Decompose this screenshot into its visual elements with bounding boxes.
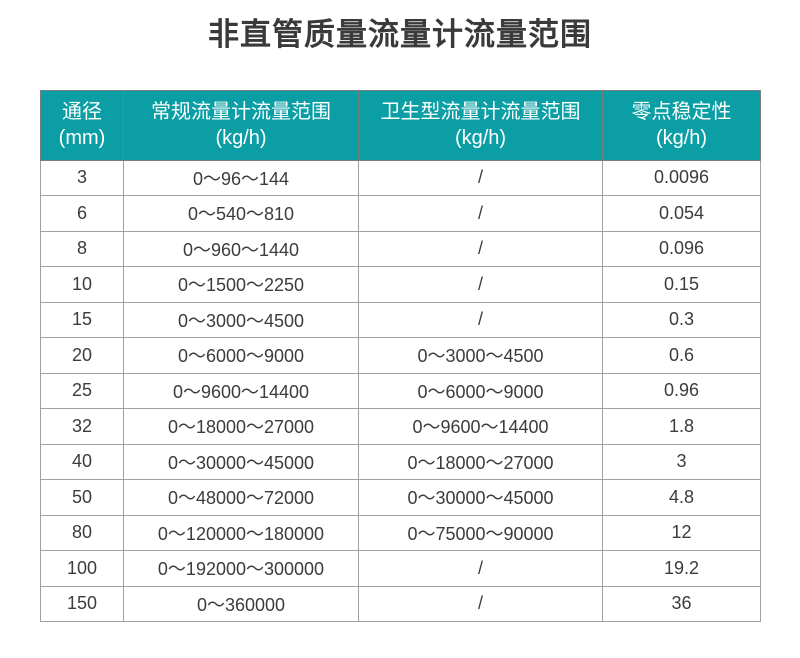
cell-standard-range: 0～1500～2250 xyxy=(123,266,359,303)
cell-diameter: 25 xyxy=(40,372,124,410)
cell-standard-range: 0～120000～180000 xyxy=(123,514,359,552)
cell-sanitary-range: / xyxy=(358,230,603,268)
cell-sanitary-range: / xyxy=(358,550,603,587)
cell-diameter: 6 xyxy=(40,195,124,232)
column-header-unit: (kg/h) xyxy=(454,127,507,150)
table-row: 150 0～360000 / 36 xyxy=(40,585,761,623)
cell-zero-stability: 12 xyxy=(602,514,761,552)
cell-standard-range: 0～960～1440 xyxy=(123,230,359,268)
table-row: 50 0～48000～72000 0～30000～45000 4.8 xyxy=(40,479,761,516)
column-header-zero-stability: 零点稳定性 (kg/h) xyxy=(602,89,761,161)
cell-standard-range: 0～6000～9000 xyxy=(123,337,359,374)
column-header-label: 零点稳定性 xyxy=(631,101,732,124)
cell-diameter: 10 xyxy=(40,266,124,303)
table-row: 3 0～96～144 / 0.0096 xyxy=(40,159,761,197)
cell-standard-range: 0～192000～300000 xyxy=(123,550,359,587)
column-header-sanitary-range: 卫生型流量计流量范围 (kg/h) xyxy=(358,89,603,161)
cell-diameter: 40 xyxy=(40,443,124,481)
table-row: 8 0～960～1440 / 0.096 xyxy=(40,230,761,268)
cell-diameter: 150 xyxy=(40,585,124,623)
cell-sanitary-range: 0～75000～90000 xyxy=(358,514,603,552)
cell-zero-stability: 0.0096 xyxy=(602,159,761,197)
cell-zero-stability: 19.2 xyxy=(602,550,761,587)
cell-sanitary-range: 0～30000～45000 xyxy=(358,479,603,516)
cell-zero-stability: 0.6 xyxy=(602,337,761,374)
cell-sanitary-range: / xyxy=(358,159,603,197)
cell-sanitary-range: 0～3000～4500 xyxy=(358,337,603,374)
cell-zero-stability: 0.096 xyxy=(602,230,761,268)
column-header-unit: (mm) xyxy=(58,127,106,150)
table-row: 6 0～540～810 / 0.054 xyxy=(40,195,761,232)
cell-zero-stability: 4.8 xyxy=(602,479,761,516)
cell-sanitary-range: 0～18000～27000 xyxy=(358,443,603,481)
cell-zero-stability: 0.3 xyxy=(602,301,761,339)
cell-diameter: 100 xyxy=(40,550,124,587)
cell-zero-stability: 3 xyxy=(602,443,761,481)
table-row: 20 0～6000～9000 0～3000～4500 0.6 xyxy=(40,337,761,374)
table-row: 32 0～18000～27000 0～9600～14400 1.8 xyxy=(40,408,761,445)
cell-sanitary-range: 0～6000～9000 xyxy=(358,372,603,410)
cell-diameter: 32 xyxy=(40,408,124,445)
table-header: 通径 (mm) 常规流量计流量范围 (kg/h) 卫生型流量计流量范围 (kg/… xyxy=(40,89,761,161)
cell-standard-range: 0～360000 xyxy=(123,585,359,623)
cell-sanitary-range: / xyxy=(358,301,603,339)
column-header-label: 常规流量计流量范围 xyxy=(151,101,331,124)
column-header-standard-range: 常规流量计流量范围 (kg/h) xyxy=(123,89,359,161)
cell-standard-range: 0～48000～72000 xyxy=(123,479,359,516)
cell-standard-range: 0～9600～14400 xyxy=(123,372,359,410)
cell-zero-stability: 0.96 xyxy=(602,372,761,410)
cell-diameter: 15 xyxy=(40,301,124,339)
page-title: 非直管质量流量计流量范围 xyxy=(208,17,592,52)
cell-zero-stability: 0.15 xyxy=(602,266,761,303)
column-header-label: 卫生型流量计流量范围 xyxy=(380,101,581,124)
column-header-label: 通径 xyxy=(62,101,102,124)
cell-diameter: 50 xyxy=(40,479,124,516)
cell-standard-range: 0～96～144 xyxy=(123,159,359,197)
flow-range-table-container: 通径 (mm) 常规流量计流量范围 (kg/h) 卫生型流量计流量范围 (kg/… xyxy=(40,89,761,623)
cell-sanitary-range: / xyxy=(358,195,603,232)
cell-standard-range: 0～3000～4500 xyxy=(123,301,359,339)
cell-diameter: 80 xyxy=(40,514,124,552)
cell-diameter: 3 xyxy=(40,159,124,197)
cell-diameter: 20 xyxy=(40,337,124,374)
table-row: 80 0～120000～180000 0～75000～90000 12 xyxy=(40,514,761,552)
cell-zero-stability: 36 xyxy=(602,585,761,623)
cell-sanitary-range: / xyxy=(358,585,603,623)
table-row: 25 0～9600～14400 0～6000～9000 0.96 xyxy=(40,372,761,410)
table-row: 15 0～3000～4500 / 0.3 xyxy=(40,301,761,339)
cell-zero-stability: 0.054 xyxy=(602,195,761,232)
flow-range-table: 通径 (mm) 常规流量计流量范围 (kg/h) 卫生型流量计流量范围 (kg/… xyxy=(40,89,761,623)
header-row: 通径 (mm) 常规流量计流量范围 (kg/h) 卫生型流量计流量范围 (kg/… xyxy=(40,89,761,161)
cell-standard-range: 0～540～810 xyxy=(123,195,359,232)
cell-zero-stability: 1.8 xyxy=(602,408,761,445)
column-header-diameter: 通径 (mm) xyxy=(40,89,124,161)
column-header-unit: (kg/h) xyxy=(655,127,708,150)
table-row: 10 0～1500～2250 / 0.15 xyxy=(40,266,761,303)
table-row: 100 0～192000～300000 / 19.2 xyxy=(40,550,761,587)
cell-diameter: 8 xyxy=(40,230,124,268)
column-header-unit: (kg/h) xyxy=(215,127,267,150)
cell-sanitary-range: / xyxy=(358,266,603,303)
table-row: 40 0～30000～45000 0～18000～27000 3 xyxy=(40,443,761,481)
table-body: 3 0～96～144 / 0.0096 6 0～540～810 / 0.054 … xyxy=(40,159,761,623)
cell-sanitary-range: 0～9600～14400 xyxy=(358,408,603,445)
cell-standard-range: 0～18000～27000 xyxy=(123,408,359,445)
cell-standard-range: 0～30000～45000 xyxy=(123,443,359,481)
